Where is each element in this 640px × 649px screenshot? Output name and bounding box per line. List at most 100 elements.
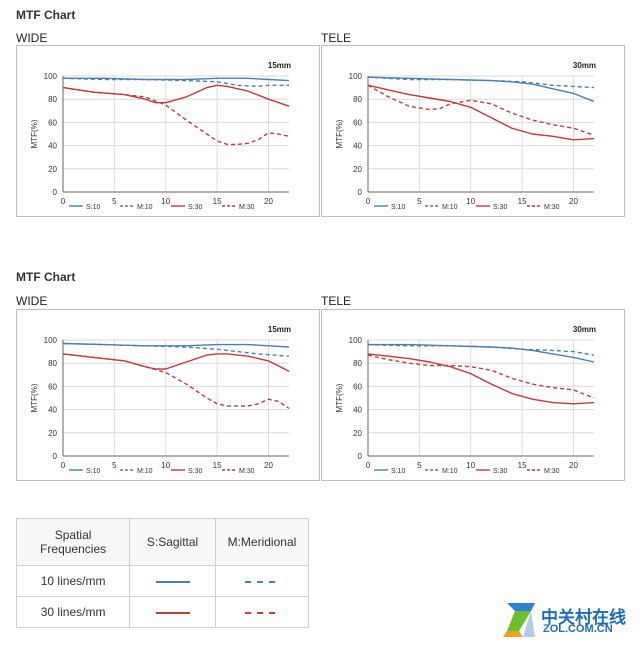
series-line-s30: [62, 353, 290, 372]
series-line-s30: [367, 84, 595, 141]
focal-length-label: 15mm: [268, 61, 291, 70]
zol-watermark: 中关村在线 ZOL.COM.CN: [501, 601, 633, 641]
x-tick-label: 10: [466, 197, 475, 206]
header-meridional: M:Meridional: [214, 518, 310, 566]
mtf-chart-svg: 0 20 40 60 80 100 0 5 10 15 20 MTF(%) 15mm S:10 M:10 S:…: [30, 61, 291, 211]
series-line-m10: [62, 342, 290, 357]
x-tick-label: 5: [417, 461, 422, 470]
solid-line-swatch: [155, 580, 190, 583]
x-tick-label: 10: [161, 461, 170, 470]
x-tick-label: 5: [417, 197, 422, 206]
y-tick-label: 100: [44, 336, 58, 345]
legend-label: S:10: [391, 468, 406, 475]
y-tick-label: 0: [53, 452, 58, 461]
row-label-30: 30 lines/mm: [15, 596, 131, 628]
section-title: MTF Chart: [16, 270, 76, 284]
legend-label: S:30: [188, 204, 203, 211]
y-tick-label: 80: [48, 95, 57, 104]
panel-label-tele: TELE: [321, 294, 352, 308]
x-tick-label: 15: [518, 461, 527, 470]
mtf-chart-svg: 0 20 40 60 80 100 0 5 10 15 20 MTF(%) 15mm S:10 M:10 S:…: [30, 325, 291, 475]
focal-length-label: 15mm: [268, 325, 291, 334]
mtf-chart-tele-2: 0 20 40 60 80 100 0 5 10 15 20 MTF(%) 30mm S:10 M:10 S:…: [321, 309, 625, 481]
section-title: MTF Chart: [16, 8, 76, 22]
focal-length-label: 30mm: [573, 325, 596, 334]
x-tick-label: 0: [366, 461, 371, 470]
legend-label: S:10: [86, 204, 101, 211]
series-line-m10: [367, 343, 595, 356]
y-tick-label: 40: [353, 142, 362, 151]
series-line-m30: [367, 354, 595, 399]
x-tick-label: 20: [569, 197, 578, 206]
solid-line-swatch: [155, 611, 190, 614]
header-sagittal: S:Sagittal: [129, 518, 216, 566]
y-tick-label: 80: [353, 359, 362, 368]
x-tick-label: 5: [112, 461, 117, 470]
y-tick-label: 40: [48, 142, 57, 151]
y-tick-label: 40: [353, 406, 362, 415]
panel-label-wide: WIDE: [16, 294, 48, 308]
x-tick-label: 10: [161, 197, 170, 206]
y-axis-label: MTF(%): [335, 383, 344, 412]
watermark-en-text: ZOL.COM.CN: [543, 623, 613, 635]
x-tick-label: 15: [213, 197, 222, 206]
panel-label-tele: TELE: [321, 31, 352, 45]
legend-label: S:30: [188, 468, 203, 475]
x-tick-label: 20: [264, 197, 273, 206]
mtf-chart-tele-1: 0 20 40 60 80 100 0 5 10 15 20 MTF(%) 30mm S:10 M:10 S:…: [321, 45, 625, 217]
series-line-s10: [62, 342, 290, 348]
y-tick-label: 80: [353, 95, 362, 104]
legend-label: S:10: [86, 468, 101, 475]
legend-label: M:10: [442, 204, 458, 211]
dashed-line-swatch: [244, 611, 279, 614]
y-tick-label: 100: [349, 72, 363, 81]
x-tick-label: 5: [112, 197, 117, 206]
legend-label: M:10: [137, 468, 153, 475]
legend-label: M:10: [137, 204, 153, 211]
series-line-m10: [62, 77, 289, 88]
y-tick-label: 100: [44, 72, 58, 81]
swatch-s10: [129, 565, 216, 597]
legend-label: M:30: [239, 468, 255, 475]
y-tick-label: 60: [48, 118, 57, 127]
x-tick-label: 20: [569, 461, 578, 470]
legend-label: M:30: [239, 204, 255, 211]
y-axis-label: MTF(%): [30, 383, 39, 412]
watermark-cn-text: 中关村在线: [541, 608, 626, 627]
y-tick-label: 40: [48, 406, 57, 415]
mtf-chart-wide-1: 0 20 40 60 80 100 0 5 10 15 20 MTF(%) 15mm S:10 M:10 S:…: [16, 45, 320, 217]
y-tick-label: 20: [353, 165, 362, 174]
x-tick-label: 15: [518, 197, 527, 206]
header-spatial-frequencies-text: Spatial Frequencies: [40, 528, 107, 556]
legend-label: M:10: [442, 468, 458, 475]
legend-label: M:30: [544, 204, 560, 211]
swatch-m10: [214, 565, 310, 597]
y-tick-label: 100: [349, 336, 363, 345]
y-tick-label: 20: [48, 165, 57, 174]
swatch-s30: [129, 596, 216, 628]
panel-label-wide: WIDE: [16, 31, 48, 45]
x-tick-label: 0: [61, 197, 66, 206]
legend-label: S:30: [493, 468, 508, 475]
header-spatial-frequencies: Spatial Frequencies: [15, 518, 131, 566]
series-line-m30: [62, 353, 290, 409]
series-line-m30: [62, 86, 290, 146]
y-tick-label: 0: [358, 452, 363, 461]
x-tick-label: 10: [466, 461, 475, 470]
x-tick-label: 15: [213, 461, 222, 470]
y-tick-label: 20: [353, 429, 362, 438]
legend-table: Spatial Frequencies S:Sagittal M:Meridion…: [15, 518, 310, 628]
y-tick-label: 60: [48, 382, 57, 391]
series-line-s30: [62, 84, 290, 107]
dashed-line-swatch: [244, 580, 279, 583]
y-tick-label: 20: [48, 429, 57, 438]
mtf-chart-svg: 0 20 40 60 80 100 0 5 10 15 20 MTF(%) 30mm S:10 M:10 S:…: [335, 325, 596, 475]
mtf-chart-wide-2: 0 20 40 60 80 100 0 5 10 15 20 MTF(%) 15mm S:10 M:10 S:…: [16, 309, 320, 481]
x-tick-label: 0: [366, 197, 371, 206]
y-tick-label: 0: [53, 188, 58, 197]
y-axis-label: MTF(%): [30, 119, 39, 148]
y-axis-label: MTF(%): [335, 119, 344, 148]
x-tick-label: 0: [61, 461, 66, 470]
zol-logo-icon: [503, 603, 535, 637]
swatch-m30: [214, 596, 310, 628]
